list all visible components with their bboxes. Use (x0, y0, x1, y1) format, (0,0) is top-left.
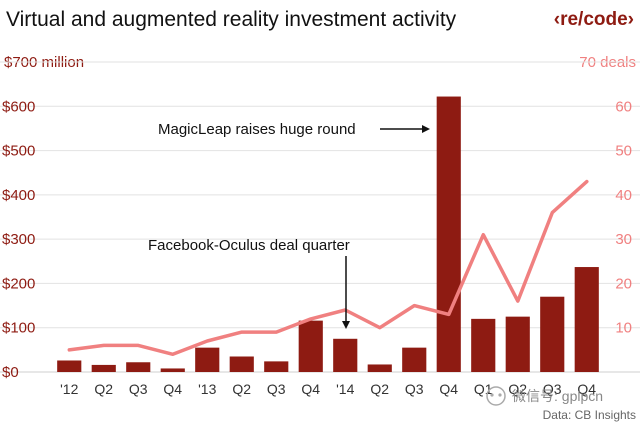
x-tick-label: Q3 (129, 381, 148, 397)
bar (229, 356, 254, 372)
data-source: Data: CB Insights (543, 408, 636, 422)
deals-line (67, 179, 589, 357)
bar (57, 360, 82, 372)
left-tick-label: $100 (2, 320, 35, 337)
left-tick-label: $200 (2, 275, 35, 292)
right-axis-ticks: 10 20 30 40 50 60 (615, 98, 632, 336)
left-axis-ticks: $0 $100 $200 $300 $400 $500 $600 (2, 98, 35, 381)
x-tick-label: Q3 (267, 381, 286, 397)
right-tick-label: 60 (615, 98, 632, 115)
bar (91, 364, 116, 372)
wechat-watermark: 微信号: gplpcn (486, 386, 603, 406)
bar (574, 267, 599, 372)
bar (160, 368, 185, 372)
right-tick-label: 50 (615, 143, 632, 160)
bar (367, 364, 392, 372)
x-tick-label: Q2 (232, 381, 251, 397)
left-tick-label: $0 (2, 364, 19, 381)
right-tick-label: 30 (615, 231, 632, 248)
bar (402, 347, 427, 372)
right-tick-label: 20 (615, 275, 632, 292)
x-tick-label: Q4 (577, 381, 596, 397)
bar (540, 296, 565, 372)
line-series (67, 179, 589, 357)
magicleap-annotation: MagicLeap raises huge round (158, 121, 356, 138)
bar (471, 318, 496, 372)
magicleap-arrowhead (422, 125, 430, 133)
bar (436, 96, 461, 373)
right-tick-label: 40 (615, 187, 632, 204)
x-tick-label: Q2 (370, 381, 389, 397)
chart-title: Virtual and augmented reality investment… (6, 8, 457, 31)
x-tick-label: '14 (336, 381, 354, 397)
bar (298, 320, 323, 372)
x-tick-label: Q4 (439, 381, 458, 397)
gridlines (0, 61, 640, 373)
x-tick-label: Q4 (301, 381, 320, 397)
facebook-annotation: Facebook-Oculus deal quarter (148, 237, 350, 254)
facebook-arrowhead (342, 321, 350, 329)
x-tick-label: '12 (60, 381, 78, 397)
x-tick-label: Q2 (508, 381, 527, 397)
recode-logo: ‹re/code› (554, 9, 634, 30)
bar (264, 361, 289, 372)
left-tick-label: $500 (2, 143, 35, 160)
bar-series (57, 96, 599, 373)
x-tick-label: '13 (198, 381, 216, 397)
left-tick-label: $600 (2, 98, 35, 115)
x-tick-label: Q3 (405, 381, 424, 397)
wechat-icon-dot-2 (498, 393, 502, 397)
bar (505, 316, 530, 372)
bar (333, 338, 358, 372)
x-axis-ticks: '12 Q2 Q3 Q4'13 Q2 Q3 Q4'14 Q2 Q3 Q4 Q1 Q2 Q3 Q4 (60, 381, 596, 397)
right-tick-label: 10 (615, 320, 632, 337)
x-tick-label: Q4 (163, 381, 182, 397)
wechat-icon (486, 386, 506, 406)
x-tick-label: Q3 (543, 381, 562, 397)
bar (126, 362, 151, 372)
watermark-text: 微信号: gplpcn (512, 388, 603, 404)
bar (195, 347, 220, 372)
left-tick-label: $300 (2, 231, 35, 248)
x-tick-label: Q2 (94, 381, 113, 397)
left-tick-label: $400 (2, 187, 35, 204)
wechat-icon-dot (490, 393, 494, 397)
